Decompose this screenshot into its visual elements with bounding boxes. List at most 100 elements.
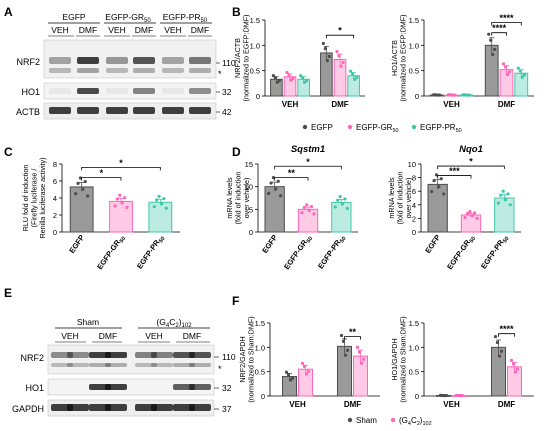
blot-band [151,363,173,367]
data-point [511,362,516,366]
blot-e-asterisk: * [218,364,222,374]
y-tick-label: 2 [53,211,57,220]
data-point [340,202,345,206]
legend-b-pr: EGFP-PR50 [420,123,462,134]
blot-e-lane-4: DMF [183,331,201,341]
data-point [81,187,85,191]
data-point [300,211,304,215]
y-tick-label: 4 [53,194,57,203]
data-point [353,77,357,81]
data-point [276,179,280,183]
blot-band [77,107,99,114]
legend-f-sham-marker [347,417,353,423]
data-point [355,345,360,349]
data-point [495,340,500,345]
data-point [285,70,289,75]
data-point [323,47,327,51]
x-tick-label: VEH [443,400,460,409]
blot-band [162,88,184,94]
panel-letter-f: F [232,294,239,308]
data-point [518,69,522,73]
blot-e-mw-32: 32 [222,383,232,393]
data-point [125,205,129,210]
y-tick-label: 0 [415,92,419,101]
y-tick-label: 0.5 [409,67,419,76]
blot-band [106,107,128,114]
blot-e-group-sham: Sham [77,317,99,327]
blot-band [189,352,211,358]
blot-band [189,88,211,94]
x-tick-label: DMF [344,400,361,409]
x-tick-label: EGFP-GR50 [282,233,314,272]
x-tick-label: EGFP [67,233,86,255]
blot-e-group-g4c2: (G4C2)102 [156,317,192,329]
blot-band [106,68,128,73]
data-point [305,79,309,83]
significance-label: * [100,168,104,178]
blot-band [106,88,128,94]
significance-label: **** [499,324,514,334]
y-tick-label: 5 [249,205,253,214]
y-axis-label: mRNA levels(fold of inductionover vehicl… [225,172,251,225]
data-point [338,195,342,199]
y-tick-label: 1.0 [255,343,265,352]
data-point [271,74,275,78]
panel-letter-e: E [4,286,12,300]
data-point [473,211,477,215]
blot-band [89,363,111,367]
blot-band [67,363,89,367]
y-tick-label: 8 [53,160,57,169]
blot-a-group-gr: EGFP-GR50 [105,12,151,24]
y-tick-label: 1.5 [250,16,260,25]
x-tick-label: EGFP-GR50 [445,233,477,272]
data-point [306,369,311,373]
y-tick-label: 8 [412,174,416,183]
bar [109,200,133,233]
data-point [302,364,307,369]
blot-band [151,352,173,358]
chart-d2: 0 2 4 6 8 10 mRNA levels(fold of inductionover… [387,144,521,272]
y-tick-label: 1.0 [409,41,419,50]
data-point [475,216,479,220]
blot-band [162,68,184,73]
blot-e-lane-2: DMF [99,331,117,341]
y-tick-label: 1.5 [255,319,265,328]
significance-bracket [274,165,342,170]
y-tick-label: 0.5 [250,67,260,76]
blot-band [133,57,155,64]
data-point [325,59,329,63]
y-tick-label: 0 [412,228,416,237]
data-point [503,198,508,202]
significance-bracket [325,34,355,39]
blot-a-lane-1: VEH [51,25,68,35]
data-point [118,193,122,197]
data-point [437,185,441,189]
significance-label: * [469,157,473,167]
y-tick-label: 0 [53,228,57,237]
blot-e-mw-37: 37 [222,404,232,414]
y-tick-label: 1.0 [409,343,419,352]
y-tick-label: 0.5 [255,368,265,377]
blot-band [51,352,73,358]
blot-a-lane-2: DMF [79,25,97,35]
significance-label: ** [288,168,296,178]
data-point [516,66,520,70]
significance-label: * [338,26,342,36]
data-point [279,194,283,198]
data-point [499,193,503,197]
blot-band [189,68,211,73]
significance-bracket [498,333,515,337]
blot-band [133,68,155,73]
blot-band [49,68,71,73]
y-tick-label: 4 [412,201,416,210]
data-point [460,393,465,398]
chart-title: Sqstm1 [291,144,325,155]
data-point [327,54,331,58]
legend-b-gr-marker [347,124,353,130]
data-point [470,214,474,218]
blot-a-row-ho1: HO1 [21,87,40,97]
data-point [508,203,512,207]
blot-band [77,57,99,64]
data-point [164,206,168,210]
